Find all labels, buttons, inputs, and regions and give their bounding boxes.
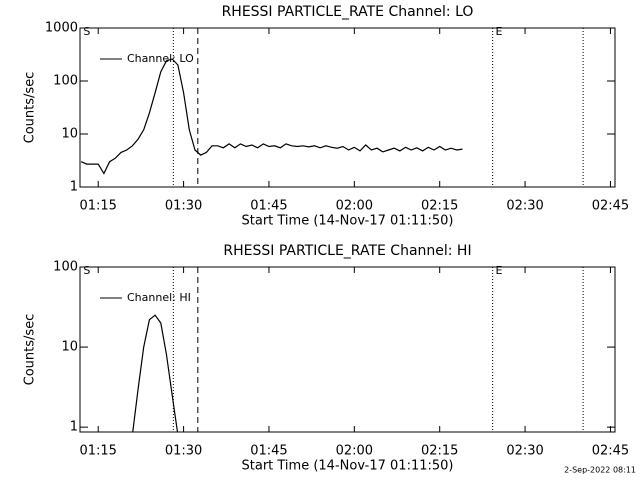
x-tick-label: 02:30 bbox=[506, 199, 543, 214]
x-tick-label: 02:00 bbox=[336, 199, 373, 214]
marker-label: E bbox=[495, 264, 502, 277]
x-tick-label: 01:45 bbox=[250, 444, 287, 459]
marker-label: E bbox=[495, 25, 502, 38]
plot-frame bbox=[79, 266, 616, 433]
marker-label: S bbox=[83, 264, 90, 277]
data-line bbox=[132, 314, 179, 432]
y-tick-label: 10 bbox=[61, 127, 78, 142]
x-tick-label: 02:45 bbox=[592, 199, 629, 214]
y-tick-label: 1000 bbox=[45, 21, 78, 36]
x-tick-label: 02:30 bbox=[506, 444, 543, 459]
y-tick-label: 1 bbox=[70, 180, 78, 195]
chart-title: RHESSI PARTICLE_RATE Channel: HI bbox=[223, 243, 471, 259]
y-axis-label: Counts/sec bbox=[23, 314, 38, 386]
x-tick-label: 02:45 bbox=[592, 444, 629, 459]
y-tick-label: 100 bbox=[53, 74, 78, 89]
data-line bbox=[80, 58, 463, 175]
x-tick-label: 02:15 bbox=[421, 199, 458, 214]
x-tick-label: 01:30 bbox=[165, 444, 202, 459]
legend-label: Channel: LO bbox=[127, 52, 194, 65]
y-tick-label: 1 bbox=[70, 420, 78, 435]
timestamp: 2-Sep-2022 08:11 bbox=[564, 466, 636, 475]
x-tick-label: 01:45 bbox=[250, 199, 287, 214]
x-tick-label: 01:15 bbox=[79, 199, 116, 214]
x-tick-label: 01:30 bbox=[165, 199, 202, 214]
y-axis-label: Counts/sec bbox=[23, 72, 38, 144]
y-tick-label: 100 bbox=[53, 260, 78, 275]
x-axis-label: Start Time (14-Nov-17 01:11:50) bbox=[242, 459, 454, 474]
y-tick-label: 10 bbox=[61, 340, 78, 355]
marker-label: S bbox=[83, 25, 90, 38]
plot-frame bbox=[79, 27, 616, 188]
x-tick-label: 01:15 bbox=[79, 444, 116, 459]
chart-title: RHESSI PARTICLE_RATE Channel: LO bbox=[222, 4, 474, 20]
legend-label: Channel: HI bbox=[127, 291, 191, 304]
x-tick-label: 02:00 bbox=[336, 444, 373, 459]
x-tick-label: 02:15 bbox=[421, 444, 458, 459]
x-axis-label: Start Time (14-Nov-17 01:11:50) bbox=[242, 214, 454, 229]
